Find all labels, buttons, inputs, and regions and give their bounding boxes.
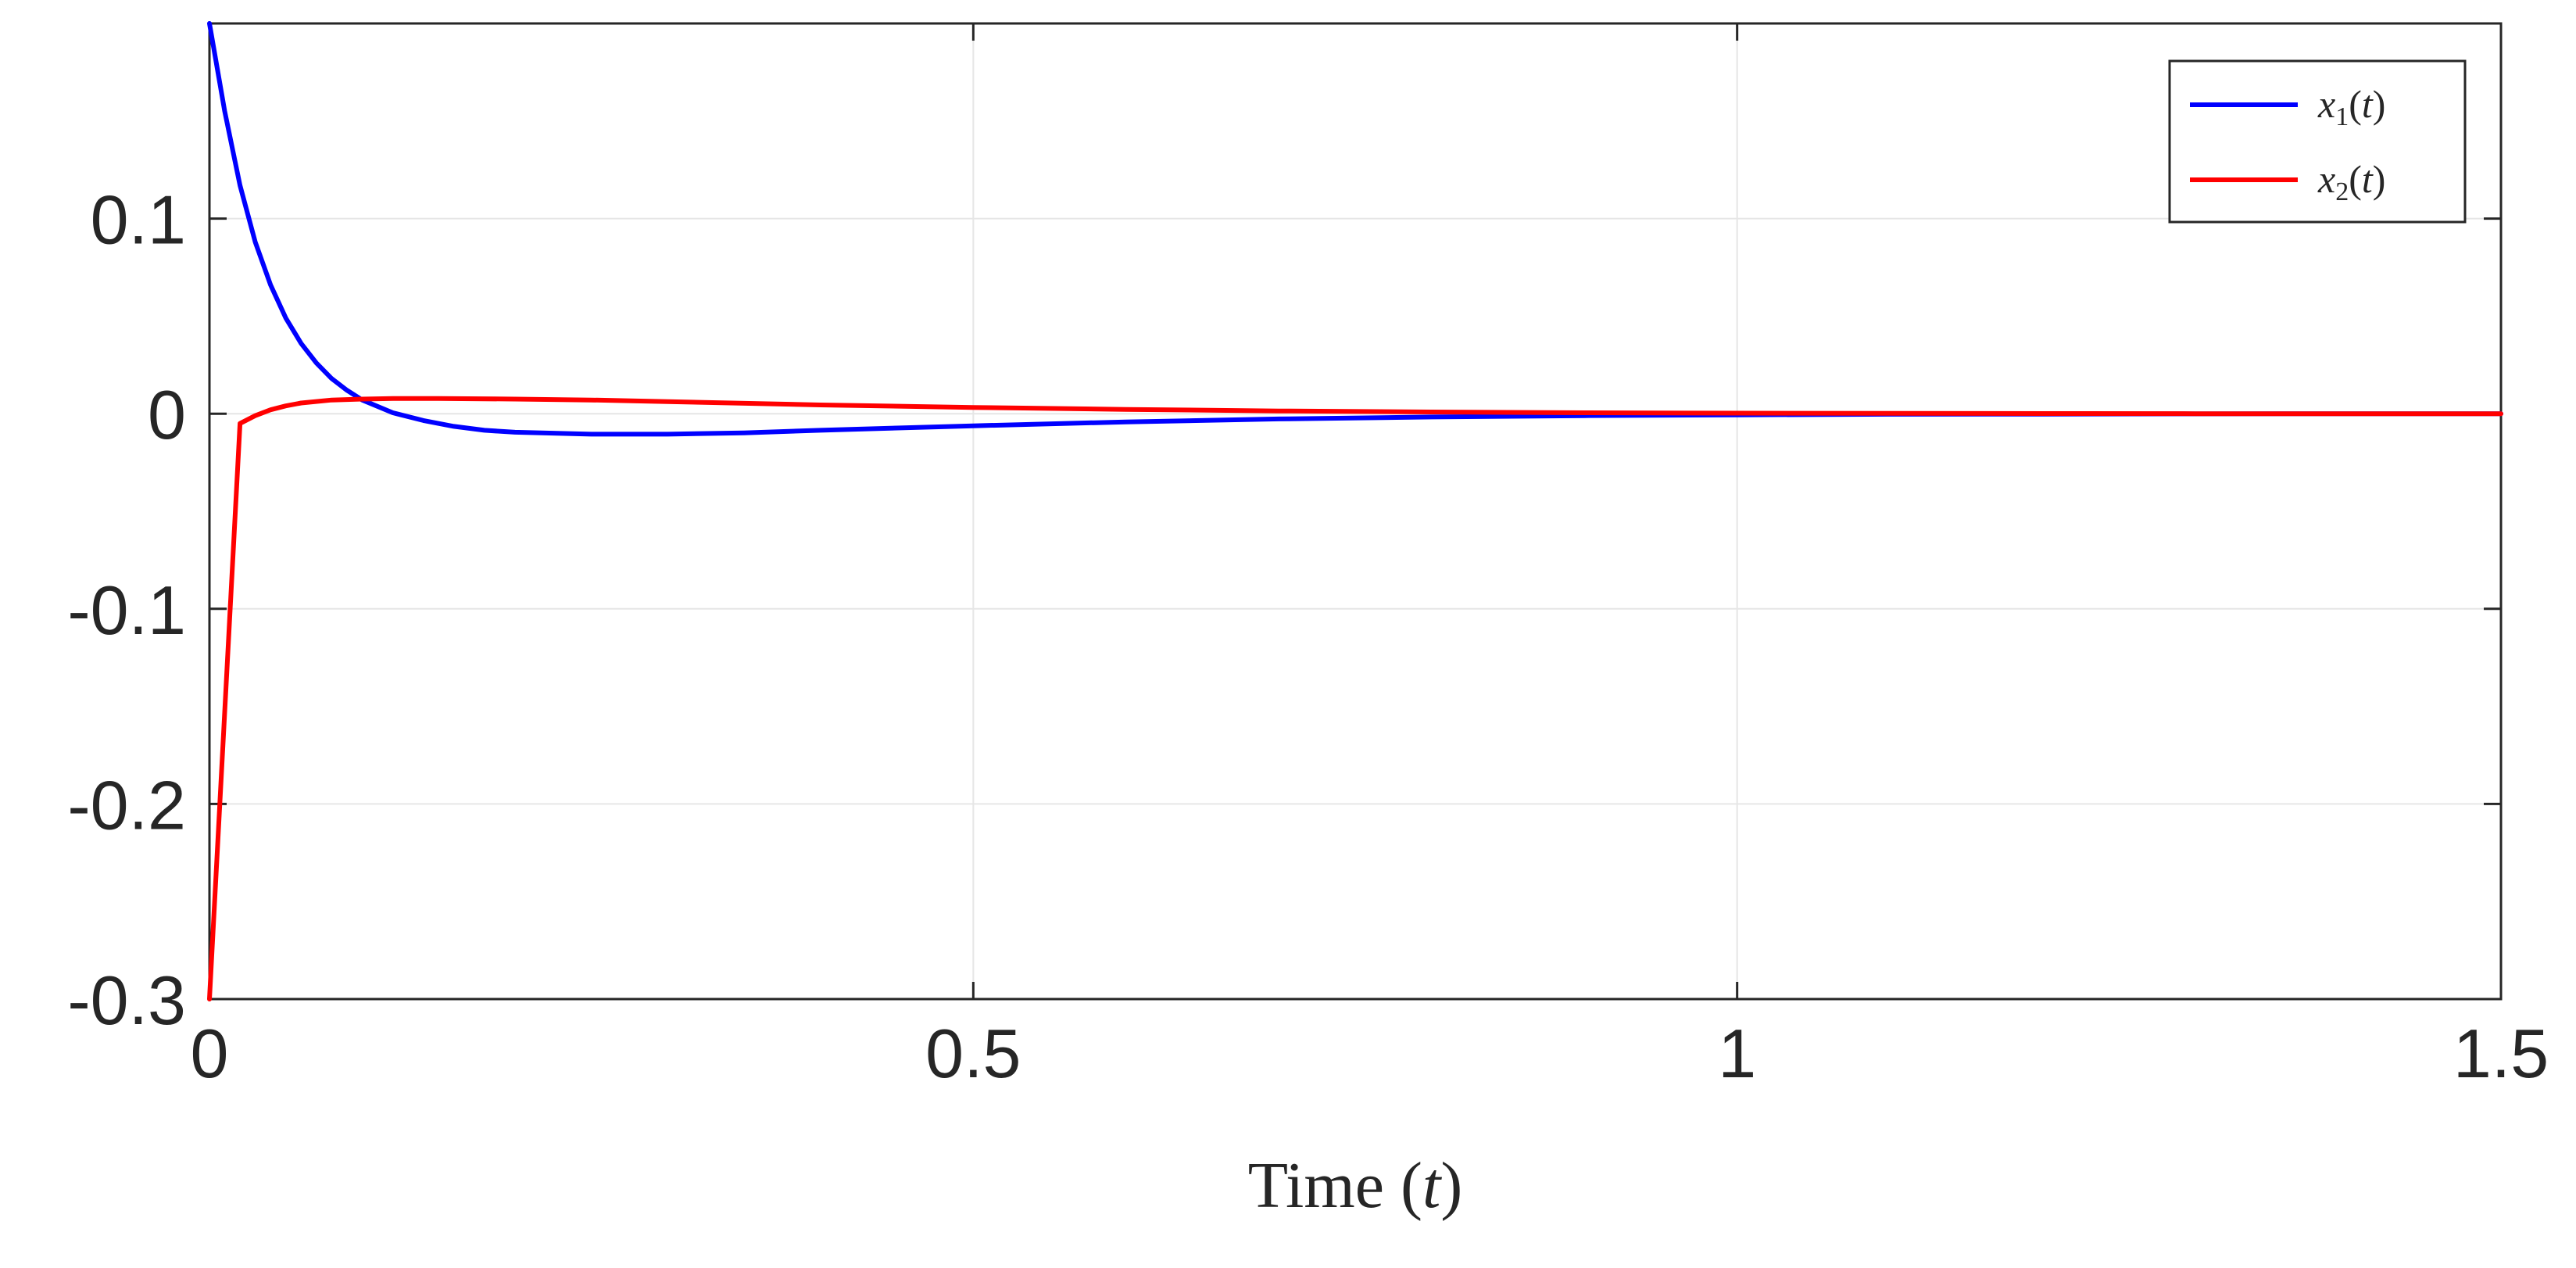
plot-area-frame	[208, 22, 2503, 1001]
y-tick-label: 0	[148, 376, 186, 453]
y-tick-label: -0.2	[67, 766, 186, 844]
legend-item: x2(t)	[2190, 157, 2385, 206]
legend-label: x1(t)	[2317, 82, 2385, 131]
series-lines	[207, 21, 2503, 1001]
y-tick-label: -0.3	[67, 962, 186, 1039]
x-tick-label: 1	[1718, 1015, 1756, 1092]
x-tick-label: 0	[191, 1015, 229, 1092]
legend-box	[2168, 59, 2467, 224]
x-tick-label: 0.5	[925, 1015, 1021, 1092]
x-tick-label: 1.5	[2453, 1015, 2549, 1092]
series-line-x1	[207, 21, 2503, 437]
legend-item: x1(t)	[2190, 82, 2385, 131]
grid	[209, 23, 2502, 1000]
y-tick-label: -0.1	[67, 571, 186, 649]
legend-label: x2(t)	[2317, 157, 2385, 206]
x-tick-labels: 0 0.5 1 1.5	[191, 1015, 2549, 1092]
y-tick-label: 0.1	[91, 181, 186, 259]
series-line-x2	[207, 396, 2503, 1001]
legend: x1(t) x2(t)	[2168, 59, 2467, 224]
y-tick-labels: -0.3 -0.2 -0.1 0 0.1	[67, 181, 186, 1039]
axis-ticks	[208, 23, 2503, 1001]
x-axis-label: Time (t)	[1248, 1149, 1463, 1222]
